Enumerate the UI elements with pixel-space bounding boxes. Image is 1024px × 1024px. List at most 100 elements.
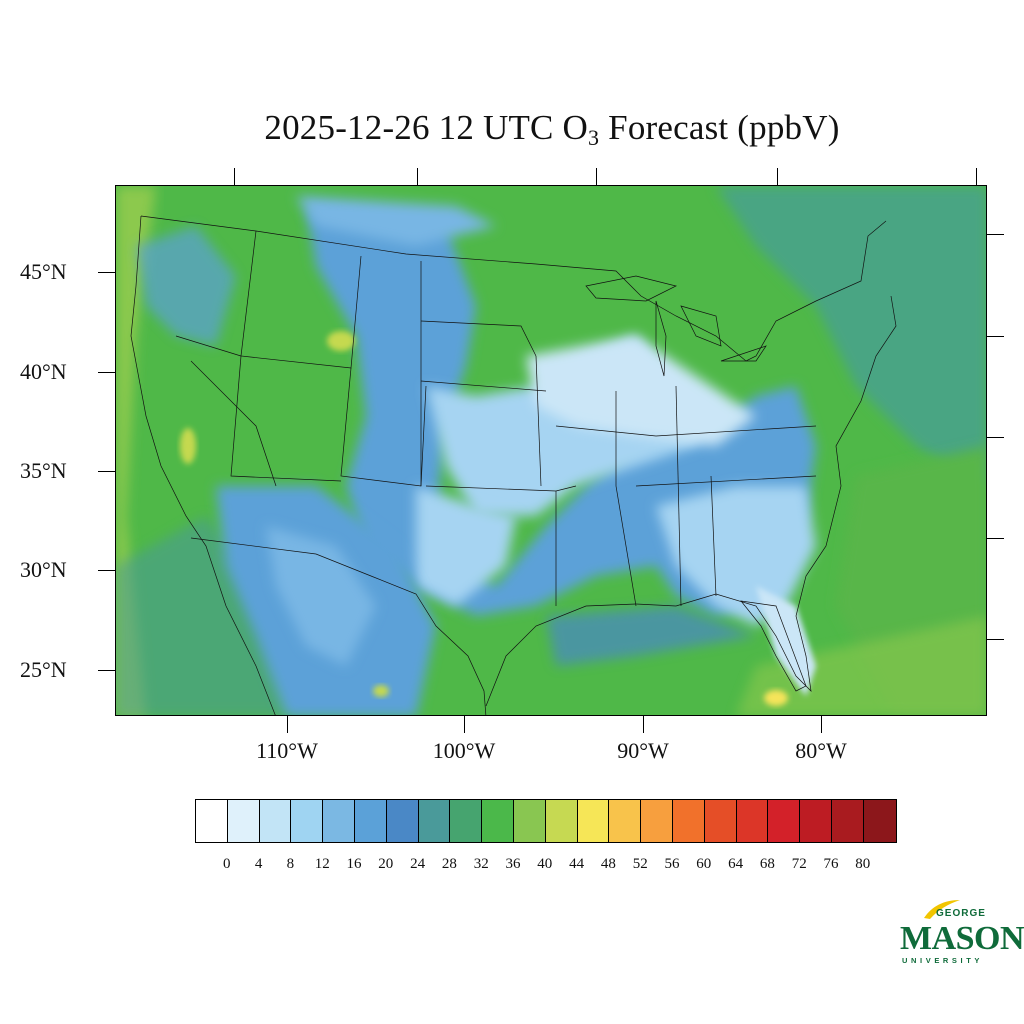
top-tick	[417, 168, 418, 185]
state-line	[175, 335, 242, 357]
colorbar-label: 40	[537, 856, 553, 872]
state-line	[710, 475, 717, 597]
colorbar-swatch	[736, 800, 769, 842]
lake-huron	[680, 305, 722, 347]
colorbar-label: 12	[314, 856, 330, 872]
lat-label-40n: 40°N	[20, 359, 67, 384]
colorbar-swatch	[513, 800, 546, 842]
ozone-map-canvas	[116, 186, 986, 715]
state-line	[230, 355, 342, 482]
top-tick	[234, 168, 235, 185]
colorbar-swatch	[831, 800, 864, 842]
state-line	[675, 385, 682, 607]
logo-george: GEORGE	[936, 908, 986, 919]
low-ozone-southeast	[656, 486, 816, 626]
right-tick	[987, 639, 1004, 640]
pacific-region-2	[116, 516, 286, 715]
gulf-coast	[485, 295, 897, 707]
colorbar-swatch	[196, 800, 228, 842]
top-tick	[596, 168, 597, 185]
high-ozone-wyoming	[327, 331, 355, 351]
bottom-tick	[821, 716, 822, 733]
colorbar-label: 64	[728, 856, 744, 872]
colorbar-label: 16	[346, 856, 362, 872]
colorbar-label: 4	[254, 856, 263, 872]
left-tick	[98, 670, 115, 671]
colorbar-label: 80	[855, 856, 871, 872]
right-tick	[987, 234, 1004, 235]
colorbar-swatch	[863, 800, 896, 842]
lat-label-25n: 25°N	[20, 657, 67, 682]
lon-label-100w: 100°W	[432, 738, 496, 763]
right-tick	[987, 336, 1004, 337]
high-ozone-california	[180, 428, 196, 464]
pacific-coast	[130, 215, 276, 715]
lon-label-110w: 110°W	[256, 738, 318, 763]
state-line	[420, 320, 537, 357]
lon-label-90w: 90°W	[617, 738, 669, 763]
gulf-south	[736, 616, 986, 715]
colorbar-label: 28	[441, 856, 457, 872]
us-mexico-border	[190, 537, 487, 715]
political-boundaries	[130, 215, 897, 715]
colorbar-swatch	[418, 800, 451, 842]
gulf-blue	[546, 606, 756, 666]
lake-erie	[720, 345, 767, 362]
low-ozone-florida	[756, 586, 816, 696]
low-ozone-north	[296, 196, 496, 246]
colorbar-label: 48	[600, 856, 616, 872]
colorbar-label: 68	[759, 856, 775, 872]
logo-university: UNIVERSITY	[902, 956, 984, 965]
colorbar-swatch	[482, 800, 514, 842]
state-line	[635, 475, 817, 487]
low-ozone-midwest	[526, 336, 756, 446]
high-ozone-mexico	[373, 685, 389, 697]
top-tick	[777, 168, 778, 185]
florida-outline	[740, 600, 807, 692]
bottom-tick	[643, 716, 644, 733]
colorbar-swatch	[291, 800, 324, 842]
state-line	[655, 425, 817, 437]
colorbar-label: 36	[505, 856, 521, 872]
state-line	[535, 355, 542, 487]
colorbar-label: 0	[223, 856, 231, 872]
us-canada-border	[140, 215, 887, 362]
colorbar-label: 76	[823, 856, 839, 872]
colorbar-label: 24	[410, 856, 426, 872]
atlantic-region	[716, 186, 986, 485]
left-tick	[98, 471, 115, 472]
colorbar-swatch	[704, 800, 737, 842]
colorbar-swatch	[577, 800, 610, 842]
colorbar-swatch	[768, 800, 801, 842]
colorbar-label: 20	[378, 856, 394, 872]
colorbar-label: 52	[632, 856, 648, 872]
title-suffix: Forecast (ppbV)	[599, 108, 840, 147]
bottom-tick	[287, 716, 288, 733]
colorbar-swatch	[609, 800, 642, 842]
colorbar-swatch	[354, 800, 387, 842]
colorbar-label: 56	[664, 856, 680, 872]
right-tick	[987, 538, 1004, 539]
colorbar-label: 44	[569, 856, 585, 872]
lat-label-30n: 30°N	[20, 557, 67, 582]
ozone-map	[115, 185, 987, 716]
bottom-tick	[464, 716, 465, 733]
logo-mason: MASON	[900, 920, 1024, 957]
george-mason-logo: GEORGE MASON UNIVERSITY	[898, 898, 1024, 968]
low-ozone-southwest-core	[266, 526, 376, 666]
state-line	[190, 360, 277, 487]
title-prefix: 2025-12-26 12 UTC O	[264, 108, 589, 147]
colorbar-swatch	[227, 800, 260, 842]
title-subscript: 3	[588, 125, 600, 150]
state-line	[340, 367, 427, 487]
state-line	[555, 425, 657, 437]
colorbar-swatch	[800, 800, 832, 842]
lake-superior	[585, 275, 678, 302]
lat-label-35n: 35°N	[20, 458, 67, 483]
colorbar-label: 72	[791, 856, 807, 872]
top-tick	[976, 168, 977, 185]
right-tick	[987, 437, 1004, 438]
high-ozone-caribbean	[764, 690, 788, 706]
colorbar-swatch	[450, 800, 483, 842]
logo-swoosh-icon	[924, 900, 960, 919]
